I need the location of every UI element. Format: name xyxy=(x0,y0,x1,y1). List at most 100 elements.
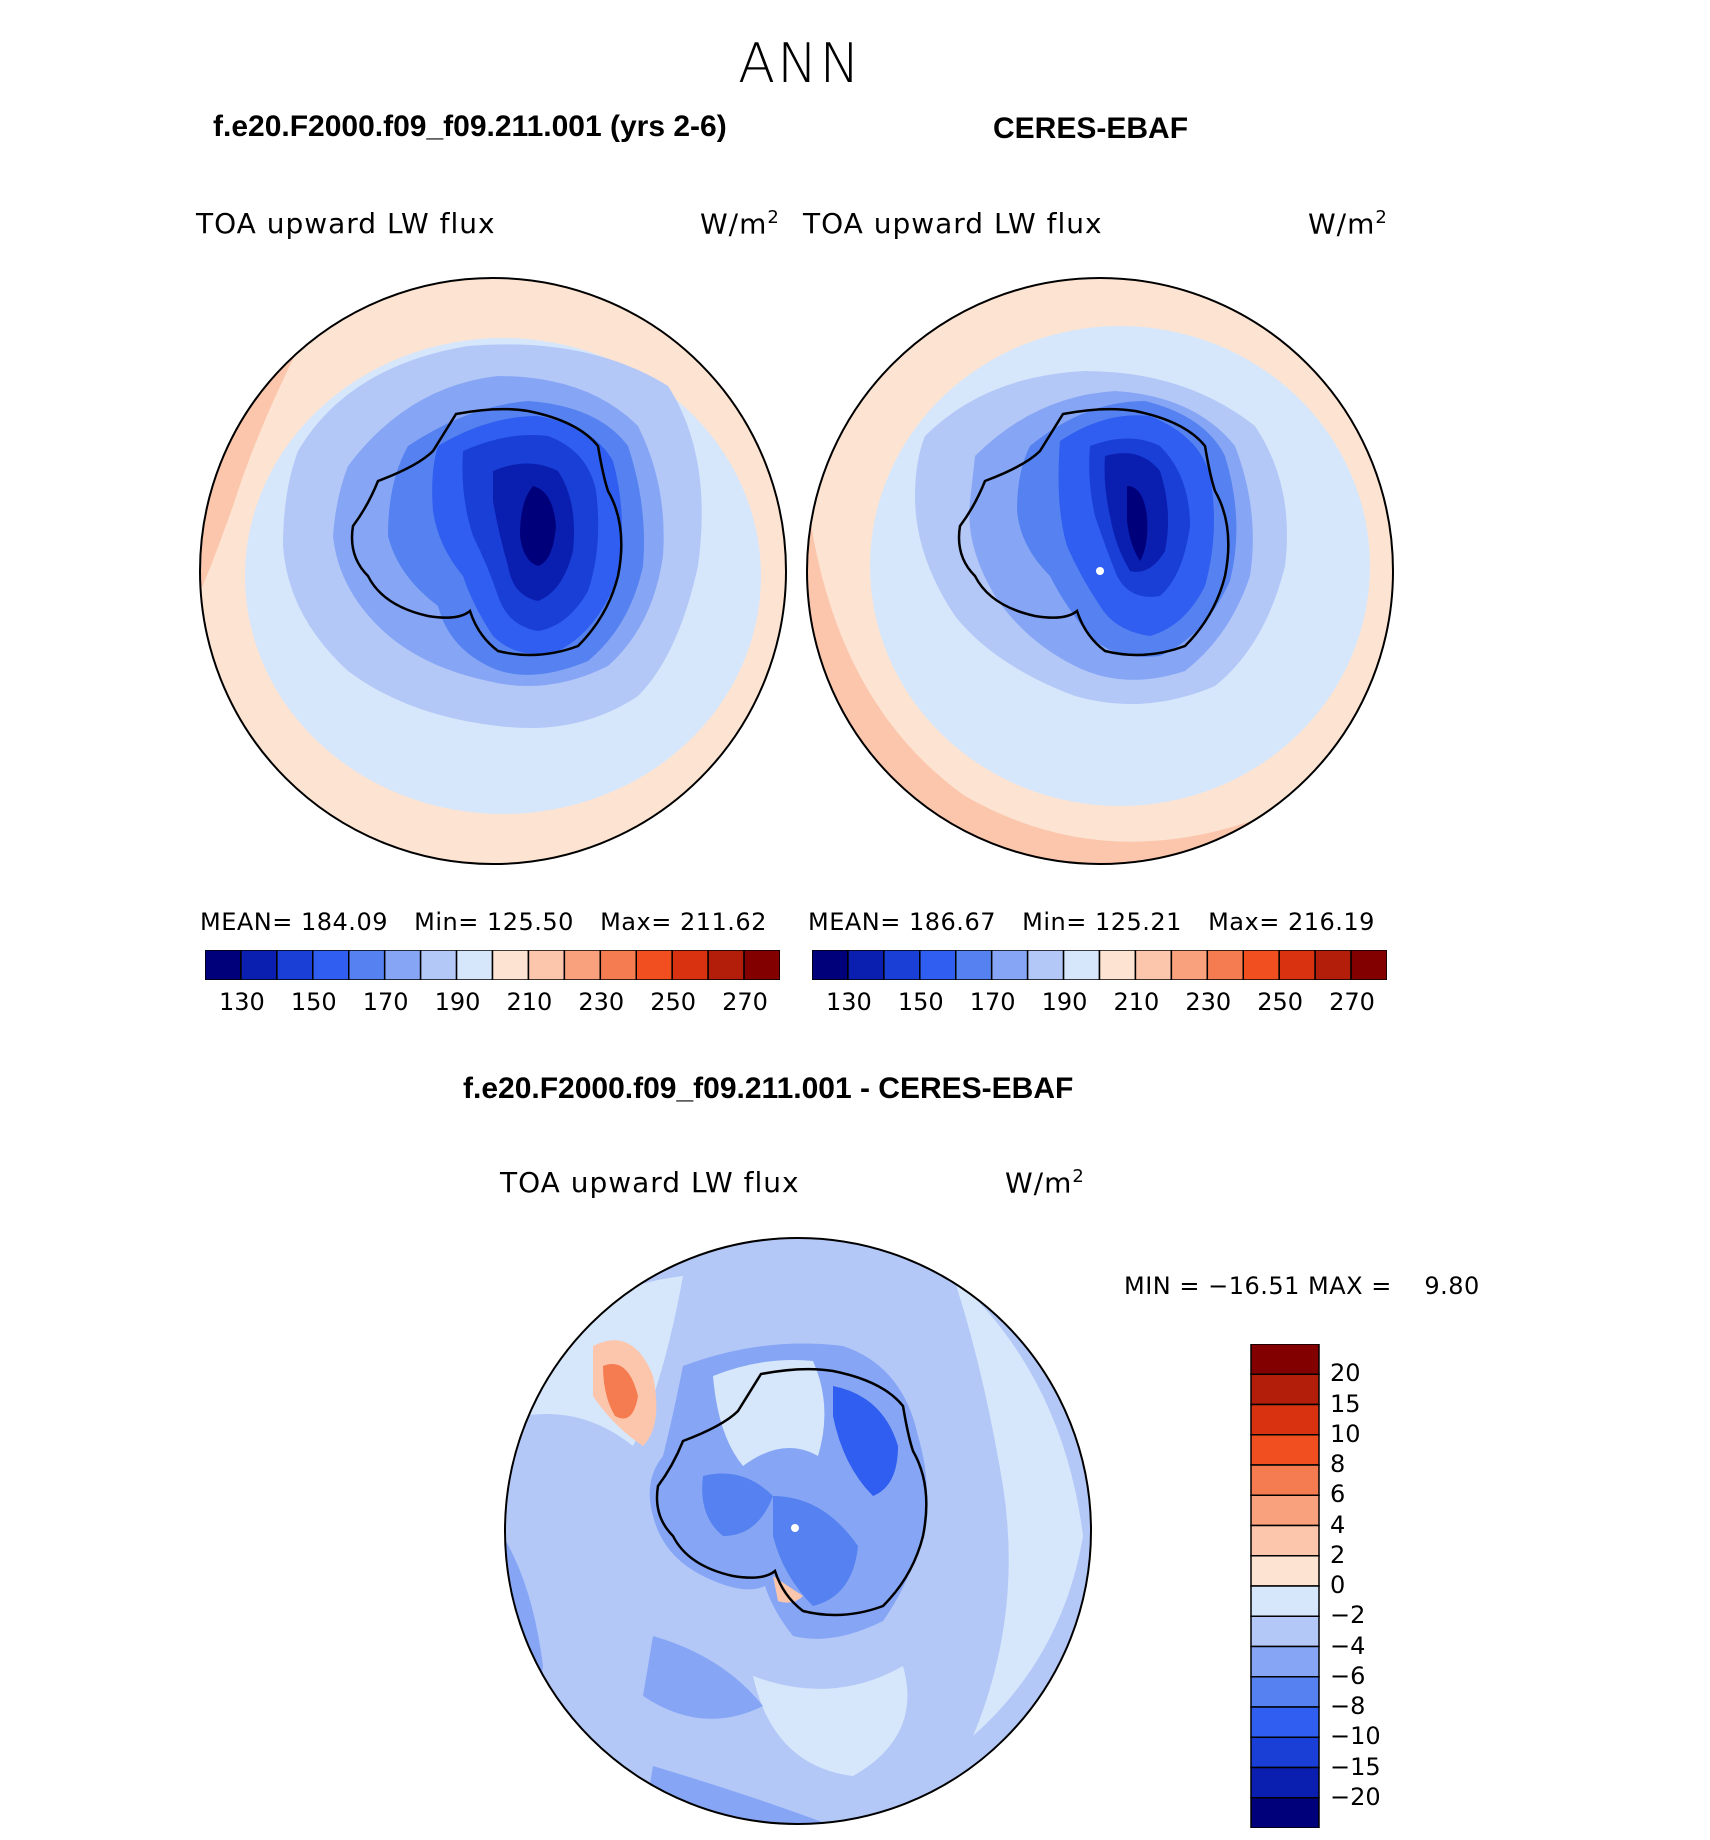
difference-colorbar-label: 0 xyxy=(1330,1571,1346,1599)
difference-colorbar-label: 20 xyxy=(1330,1359,1361,1388)
panel1-colorbar-box xyxy=(635,950,673,980)
panel1-mean-label: MEAN= xyxy=(200,908,293,936)
panel1-colorbar-tick-label: 230 xyxy=(578,988,625,1016)
diff-variable-label: TOA upward LW flux xyxy=(500,1166,800,1199)
difference-colorbar-box xyxy=(1250,1403,1320,1436)
panel2-colorbar-box xyxy=(1134,950,1173,980)
panel1-max-label: Max= xyxy=(600,908,672,936)
panel2-colorbar-box xyxy=(1062,950,1101,980)
diff-unit-label: W/m2 xyxy=(1005,1166,1085,1200)
panel2-colorbar-box xyxy=(1314,950,1352,980)
panel1-colorbar-box xyxy=(563,950,602,980)
panel1-max-value: 211.62 xyxy=(679,908,767,936)
difference-colorbar-box xyxy=(1250,1585,1320,1617)
panel2-colorbar-box xyxy=(883,950,921,980)
south-pole-marker xyxy=(1096,567,1104,575)
panel1-min-value: 125.50 xyxy=(486,908,574,936)
panel2-colorbar-box xyxy=(1026,950,1065,980)
map-boundary xyxy=(504,1237,1092,1825)
difference-colorbar-box xyxy=(1250,1766,1320,1799)
panel2-min-value: 125.21 xyxy=(1094,908,1182,936)
panel1-colorbar-box xyxy=(671,950,709,980)
panel1-colorbar-box xyxy=(743,950,780,980)
map-fill-minus10 xyxy=(833,1386,898,1496)
panel1-colorbar-box xyxy=(276,950,314,980)
panel1-colorbar-tick-label: 210 xyxy=(506,988,553,1016)
difference-colorbar-box xyxy=(1250,1645,1320,1678)
panel2-colorbar-tick-label: 270 xyxy=(1329,988,1375,1016)
panel2-colorbar-tick-label: 230 xyxy=(1185,988,1232,1016)
difference-colorbar-box xyxy=(1250,1676,1320,1708)
panel1-colorbar-box xyxy=(527,950,566,980)
panel1-colorbar-box xyxy=(383,950,422,980)
antarctica-coastline xyxy=(957,407,1230,657)
panel2-colorbar-tick-label: 210 xyxy=(1113,988,1160,1016)
difference-colorbar-box xyxy=(1250,1524,1320,1557)
panel2-colorbar-box xyxy=(812,950,849,980)
panel1-colorbar-box xyxy=(707,950,745,980)
panel2-colorbar-tick-label: 250 xyxy=(1257,988,1303,1016)
panel2-mean-value: 186.67 xyxy=(909,908,996,936)
panel2-variable-label: TOA upward LW flux xyxy=(803,207,1103,240)
panel2-stats: MEAN= 186.67 Min= 125.21 Max= 216.19 xyxy=(808,908,1375,936)
panel1-colorbar-box xyxy=(491,950,530,980)
difference-polar-map xyxy=(504,1237,1092,1825)
difference-colorbar-box xyxy=(1250,1373,1320,1406)
panel2-colorbar-box xyxy=(990,950,1029,980)
panel2-min-label: Min= xyxy=(1022,908,1087,936)
map-fill-minus8 xyxy=(702,1473,773,1536)
map-fill-plus6 xyxy=(603,1364,638,1419)
difference-colorbar-label: −4 xyxy=(1330,1631,1366,1660)
difference-colorbar xyxy=(1250,1344,1320,1828)
model-polar-map xyxy=(199,277,787,865)
model-case-title: f.e20.F2000.f09_f09.211.001 (yrs 2-6) xyxy=(213,110,727,143)
panel2-max-value: 216.19 xyxy=(1287,908,1375,936)
panel2-colorbar-box xyxy=(1278,950,1316,980)
panel1-colorbar-box xyxy=(240,950,278,980)
difference-colorbar-box xyxy=(1250,1797,1320,1828)
panel1-colorbar xyxy=(205,950,780,980)
antarctica-coastline xyxy=(350,407,623,657)
panel2-colorbar-box xyxy=(1170,950,1209,980)
panel2-colorbar-tick-label: 130 xyxy=(825,988,872,1016)
difference-colorbar-label: 8 xyxy=(1330,1450,1346,1478)
difference-colorbar-box xyxy=(1250,1615,1320,1648)
panel1-colorbar-tick-label: 130 xyxy=(218,988,265,1016)
difference-colorbar-box xyxy=(1250,1434,1320,1466)
difference-colorbar-label: 10 xyxy=(1330,1419,1361,1448)
panel2-colorbar-box xyxy=(919,950,957,980)
panel2-mean-label: MEAN= xyxy=(808,908,901,936)
diff-title: f.e20.F2000.f09_f09.211.001 - CERES-EBAF xyxy=(463,1072,1074,1105)
difference-colorbar-label: 4 xyxy=(1330,1510,1346,1539)
panel1-colorbar-box xyxy=(419,950,458,980)
panel2-colorbar-box xyxy=(1350,950,1387,980)
difference-colorbar-label: 15 xyxy=(1330,1389,1361,1418)
difference-colorbar-box xyxy=(1250,1494,1320,1527)
map-fill-minus6 xyxy=(643,1636,763,1719)
panel1-colorbar-tick-label: 150 xyxy=(290,988,337,1016)
panel1-mean-value: 184.09 xyxy=(301,908,388,936)
panel1-colorbar-tick-label: 250 xyxy=(650,988,696,1016)
panel2-unit-label: W/m2 xyxy=(1308,207,1388,241)
difference-colorbar-label: −10 xyxy=(1330,1722,1381,1751)
panel1-colorbar-box xyxy=(348,950,386,980)
map-boundary xyxy=(199,277,787,865)
panel1-colorbar-tick-label: 270 xyxy=(722,988,768,1016)
panel1-variable-label: TOA upward LW flux xyxy=(196,207,496,240)
panel2-colorbar-box xyxy=(955,950,993,980)
panel2-colorbar-box xyxy=(1206,950,1244,980)
difference-colorbar-label: −15 xyxy=(1330,1752,1381,1781)
south-pole-marker xyxy=(791,1524,799,1532)
panel1-stats: MEAN= 184.09 Min= 125.50 Max= 211.62 xyxy=(200,908,767,936)
panel1-unit-label: W/m2 xyxy=(700,207,780,241)
map-boundary xyxy=(806,277,1394,865)
difference-colorbar-box xyxy=(1250,1736,1320,1769)
panel2-colorbar-tick-label: 170 xyxy=(969,988,1016,1016)
difference-colorbar-label: 2 xyxy=(1330,1540,1346,1569)
panel1-colorbar-tick-label: 190 xyxy=(434,988,481,1016)
panel1-min-label: Min= xyxy=(414,908,479,936)
panel2-colorbar-tick-label: 150 xyxy=(897,988,944,1016)
map-fill-minus2 xyxy=(753,1666,908,1776)
map-fill-120 xyxy=(1127,486,1148,561)
antarctica-coastline xyxy=(655,1367,928,1617)
